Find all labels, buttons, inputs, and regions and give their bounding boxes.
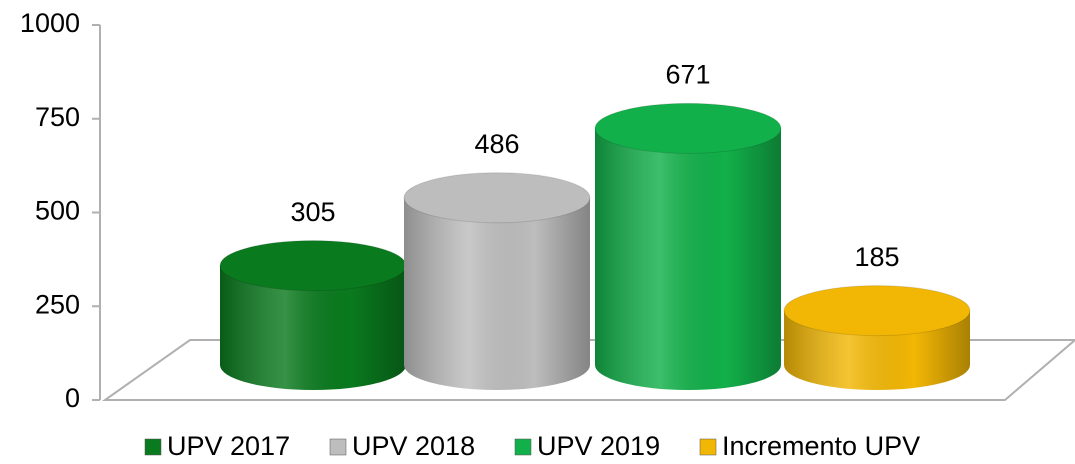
legend-label: UPV 2019 [537,431,660,461]
y-tick-label: 500 [35,196,80,226]
bar [594,102,782,390]
value-label: 305 [290,197,335,227]
bar-shade [220,265,406,390]
value-label: 185 [854,242,899,272]
bar-top [219,240,407,292]
legend-marker [144,438,162,456]
bar [219,240,407,390]
bar-shade [404,197,590,390]
value-label: 486 [474,129,519,159]
legend-marker [329,438,347,456]
legend-marker [514,438,532,456]
legend-marker [699,438,717,456]
value-label: 671 [665,60,710,90]
floor [101,339,1075,401]
legend-label: UPV 2017 [167,431,290,461]
y-tick-label: 1000 [20,8,80,38]
bar [783,285,971,390]
bar-shade [595,128,781,390]
y-tick-label: 0 [65,383,80,413]
bar-top [403,172,591,224]
bar [403,172,591,390]
legend-label: Incremento UPV [722,431,920,461]
bar-top [594,102,782,154]
y-tick-label: 250 [35,289,80,319]
legend-label: UPV 2018 [352,431,475,461]
y-tick-label: 750 [35,102,80,132]
bar-top [783,285,971,337]
